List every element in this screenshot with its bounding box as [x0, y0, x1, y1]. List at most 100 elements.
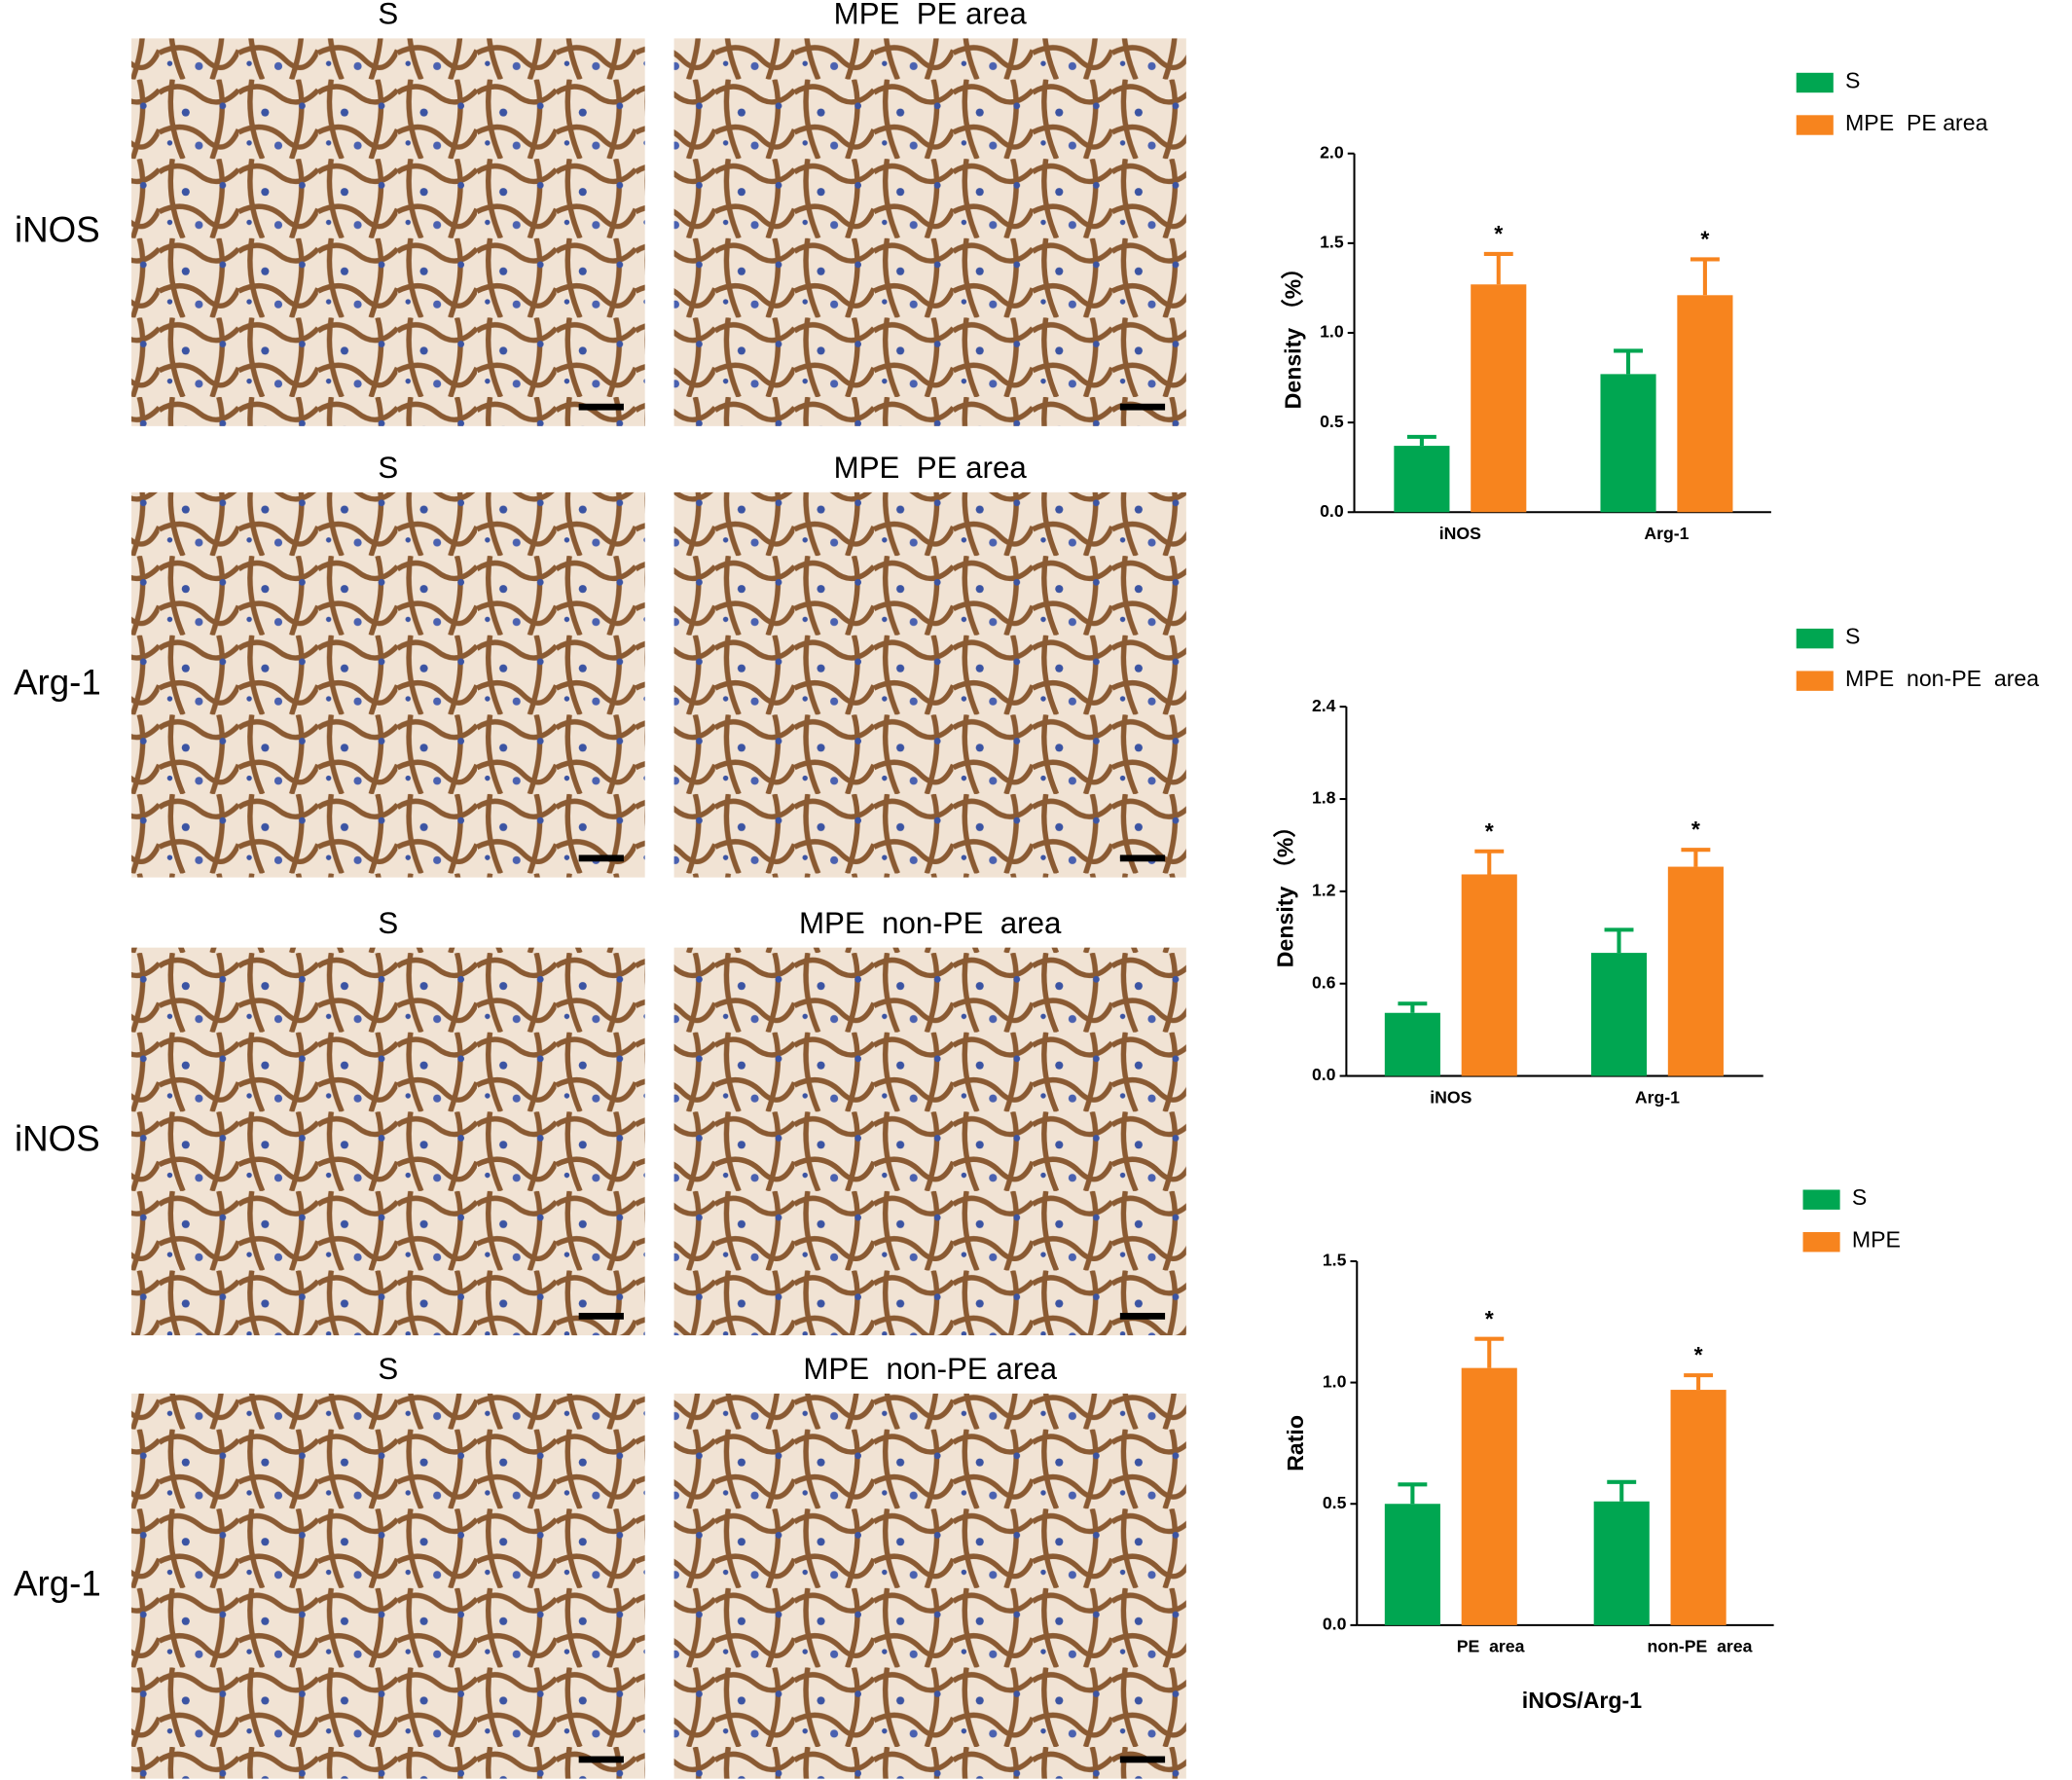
panel-title: S	[378, 1352, 398, 1386]
legend-label: S	[1852, 1184, 1867, 1210]
y-tick-label: 0.0	[1312, 1065, 1336, 1084]
y-tick-label: 0.5	[1323, 1493, 1347, 1512]
x-tick-label: iNOS	[1430, 1087, 1472, 1107]
y-tick-label: 1.0	[1320, 322, 1344, 342]
micrograph	[131, 38, 645, 426]
micrograph	[131, 491, 645, 878]
y-tick-label: 0.0	[1320, 501, 1344, 521]
scale-bar	[1119, 1312, 1166, 1320]
y-tick-label: 2.4	[1312, 696, 1336, 715]
error-bar	[1614, 348, 1643, 375]
panel-title: MPE PE area	[834, 451, 1028, 485]
legend-label: MPE PE area	[1845, 110, 1988, 135]
legend-label: MPE non-PE area	[1845, 666, 2039, 691]
micrograph	[673, 491, 1186, 878]
micrograph	[673, 947, 1186, 1336]
y-tick-label: 0.5	[1320, 412, 1344, 431]
y-axis-label: Density （%）	[1272, 816, 1297, 968]
panel-title: MPE PE area	[834, 0, 1028, 31]
error-bar	[1690, 257, 1720, 296]
y-tick-label: 1.2	[1312, 881, 1336, 900]
bar	[1384, 1012, 1440, 1076]
x-tick-label: Arg-1	[1635, 1087, 1680, 1107]
scale-bar	[1119, 1756, 1166, 1763]
error-bar	[1474, 849, 1505, 875]
legend-label: S	[1845, 67, 1860, 92]
significance-star: *	[1485, 818, 1494, 844]
error-bar	[1681, 848, 1711, 867]
legend-swatch	[1802, 1189, 1840, 1210]
row-label: Arg-1	[14, 662, 101, 702]
scale-bar	[578, 1756, 624, 1763]
error-bar	[1483, 251, 1513, 285]
error-bar	[1604, 927, 1634, 954]
y-tick-label: 1.5	[1323, 1251, 1347, 1270]
scale-bar	[578, 854, 624, 862]
significance-star: *	[1694, 1342, 1703, 1367]
legend-swatch	[1796, 671, 1834, 691]
bar	[1600, 374, 1656, 513]
x-tick-label: PE area	[1457, 1637, 1525, 1656]
error-bar	[1398, 1001, 1428, 1013]
x-tick-label: non-PE area	[1647, 1637, 1752, 1656]
legend-swatch	[1796, 115, 1834, 135]
bar	[1384, 1504, 1440, 1625]
bar	[1593, 1501, 1650, 1625]
row-label: iNOS	[15, 1119, 100, 1159]
bar	[1667, 866, 1724, 1076]
y-tick-label: 1.8	[1312, 788, 1336, 808]
panel-title: MPE non-PE area	[799, 906, 1062, 940]
micrograph	[673, 38, 1186, 426]
histology-panels: iNOS S MPE PE area Arg-1 S MPE PE area iNOS S MP…	[14, 0, 1186, 1779]
bar	[1461, 874, 1517, 1076]
significance-star: *	[1700, 227, 1709, 252]
charts: 0.0 0.5 1.0 1.5 2.0 Density （%） iNOS Arg-1 S MPE …	[1272, 67, 2039, 1712]
scale-bar	[1119, 854, 1166, 862]
panel-title: S	[378, 451, 398, 485]
row-label: iNOS	[15, 209, 100, 249]
y-tick-label: 0.6	[1312, 972, 1336, 992]
error-bar	[1474, 1336, 1505, 1368]
micrograph	[131, 1393, 645, 1779]
bar-chart: 0.0 0.5 1.0 1.5 Ratio iNOS/Arg-1 PE area non-PE…	[1283, 1184, 1901, 1713]
y-axis-label: Ratio	[1283, 1415, 1308, 1471]
row-label: Arg-1	[14, 1563, 101, 1603]
scale-bar	[1119, 403, 1166, 411]
error-bar	[1607, 1479, 1637, 1502]
significance-star: *	[1485, 1306, 1494, 1331]
panel-title: S	[378, 906, 398, 940]
bar	[1394, 446, 1450, 513]
panel-title: MPE non-PE area	[803, 1352, 1057, 1386]
y-tick-label: 0.0	[1323, 1615, 1347, 1634]
legend-swatch	[1802, 1232, 1840, 1253]
micrograph	[673, 1393, 1186, 1779]
significance-star: *	[1494, 221, 1503, 246]
y-tick-label: 2.0	[1320, 142, 1344, 162]
bar	[1461, 1367, 1517, 1625]
y-axis-label: Density （%）	[1280, 257, 1305, 410]
scale-bar	[578, 1312, 624, 1320]
x-tick-label: Arg-1	[1644, 524, 1689, 543]
bar	[1670, 1390, 1727, 1625]
bar-chart: 0.0 0.5 1.0 1.5 2.0 Density （%） iNOS Arg-1 S MPE …	[1280, 67, 1987, 543]
bar	[1471, 284, 1527, 513]
x-axis-label: iNOS/Arg-1	[1522, 1688, 1642, 1713]
bar	[1677, 295, 1733, 513]
legend-label: MPE	[1852, 1227, 1901, 1253]
error-bar	[1406, 434, 1436, 447]
bar	[1590, 953, 1648, 1076]
error-bar	[1398, 1482, 1428, 1505]
significance-star: *	[1691, 817, 1700, 842]
micrograph	[131, 947, 645, 1336]
y-tick-label: 1.5	[1320, 233, 1344, 252]
legend-swatch	[1796, 72, 1834, 93]
scale-bar	[578, 403, 624, 411]
error-bar	[1684, 1373, 1714, 1391]
panel-title: S	[378, 0, 398, 31]
legend-swatch	[1796, 628, 1834, 649]
x-tick-label: iNOS	[1439, 524, 1481, 543]
legend-label: S	[1845, 624, 1860, 649]
y-tick-label: 1.0	[1323, 1371, 1347, 1391]
